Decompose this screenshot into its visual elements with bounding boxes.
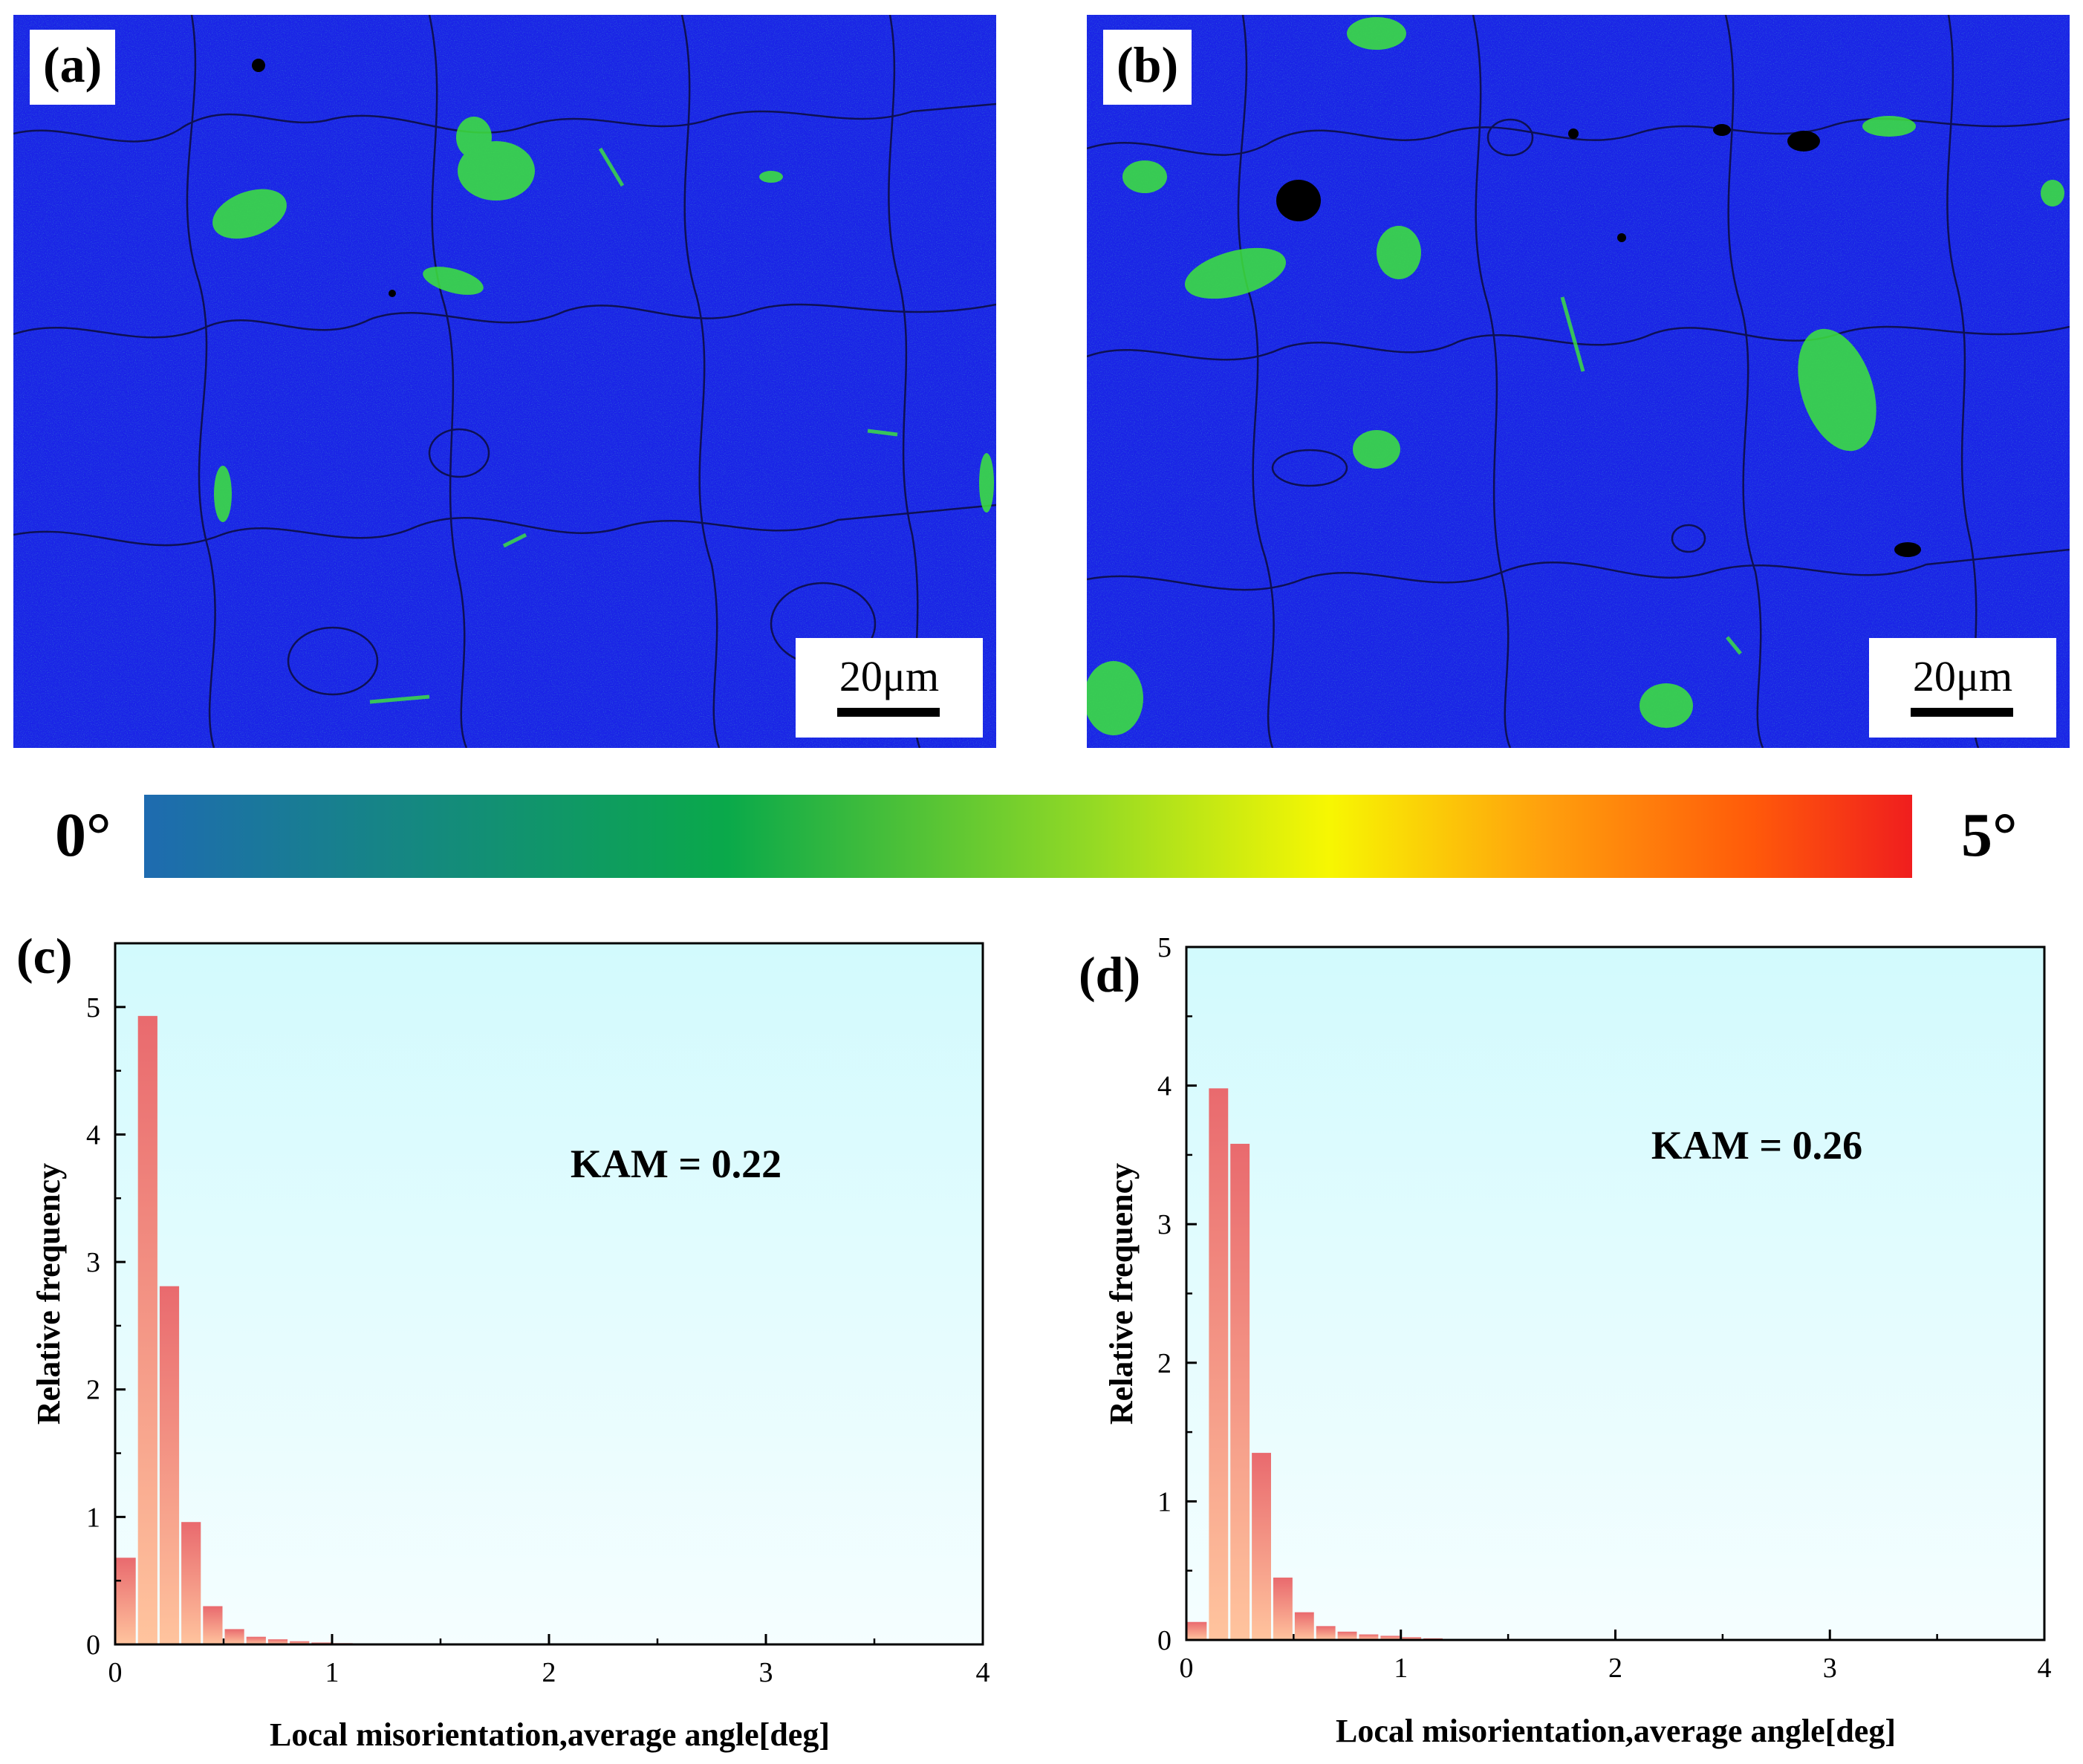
y-tick-label-d-4: 4: [1157, 1071, 1172, 1102]
bar-c-4: [203, 1606, 223, 1644]
y-tick-label-c-5: 5: [86, 992, 100, 1023]
colorbar: [144, 795, 1912, 878]
x-tick-label-d-2: 2: [1608, 1653, 1622, 1684]
y-tick-label-c-0: 0: [86, 1630, 100, 1661]
y-tick-label-d-3: 3: [1157, 1209, 1172, 1240]
scale-bar-box-a: 20μm: [796, 638, 983, 738]
x-tick-label-c-2: 2: [542, 1657, 556, 1688]
bar-d-9: [1380, 1636, 1400, 1640]
panel-label-a: (a): [30, 30, 116, 105]
x-tick-label-c-1: 1: [325, 1657, 339, 1688]
map-a-texture: [13, 15, 996, 748]
y-tick-label-c-3: 3: [86, 1247, 100, 1278]
y-tick-label-d-5: 5: [1157, 932, 1172, 963]
bar-d-3: [1252, 1453, 1271, 1640]
bar-d-8: [1359, 1634, 1379, 1640]
y-tick-label-c-2: 2: [86, 1375, 100, 1406]
x-axis-label-c: Local misorientation,average angle[deg]: [270, 1716, 830, 1753]
scale-bar-a: [837, 708, 940, 717]
bar-c-6: [246, 1636, 266, 1644]
bar-d-4: [1273, 1578, 1293, 1640]
bar-d-2: [1230, 1143, 1250, 1640]
bar-d-6: [1316, 1626, 1336, 1640]
scale-bar-text-b: 20μm: [1912, 652, 2013, 700]
bar-d-0: [1187, 1621, 1207, 1640]
kam-map-a: (a) 20μm: [13, 15, 996, 748]
bar-c-8: [290, 1641, 310, 1644]
bar-d-1: [1209, 1088, 1229, 1640]
panel-label-c: (c): [16, 928, 72, 984]
x-tick-label-d-4: 4: [2038, 1653, 2052, 1684]
bar-d-5: [1294, 1612, 1314, 1640]
scale-bar-b: [1911, 708, 2013, 717]
bar-d-7: [1337, 1631, 1357, 1640]
bar-c-1: [137, 1015, 157, 1644]
bar-c-2: [159, 1286, 180, 1644]
x-tick-label-d-3: 3: [1823, 1653, 1837, 1684]
bar-c-5: [224, 1629, 244, 1644]
x-axis-label-d: Local misorientation,average angle[deg]: [1336, 1713, 1896, 1749]
scale-bar-text-a: 20μm: [839, 652, 940, 700]
y-axis-label-d: Relative frequency: [1103, 1163, 1140, 1425]
bar-c-3: [181, 1522, 201, 1644]
bar-d-10: [1402, 1637, 1422, 1640]
kam-annotation-c: KAM = 0.22: [571, 1142, 781, 1186]
map-b-texture: [1087, 15, 2070, 748]
plot-area-d: [1186, 947, 2044, 1640]
y-tick-label-c-4: 4: [86, 1119, 100, 1150]
kam-map-b: (b) 20μm: [1087, 15, 2070, 748]
colorbar-min-label: 0°: [55, 801, 111, 870]
x-tick-label-c-4: 4: [976, 1657, 990, 1688]
bar-c-0: [116, 1558, 136, 1644]
bar-c-7: [267, 1639, 288, 1644]
kam-annotation-d: KAM = 0.26: [1651, 1123, 1862, 1168]
x-tick-label-c-3: 3: [759, 1657, 773, 1688]
panel-label-b: (b): [1103, 30, 1192, 105]
y-tick-label-c-1: 1: [86, 1502, 100, 1533]
y-tick-label-d-2: 2: [1157, 1348, 1172, 1379]
y-tick-label-d-0: 0: [1157, 1625, 1172, 1656]
y-axis-label-c: Relative frequency: [30, 1163, 67, 1425]
x-tick-label-c-0: 0: [108, 1657, 123, 1688]
colorbar-max-label: 5°: [1961, 801, 2018, 870]
panel-label-d: (d): [1079, 946, 1140, 1003]
plot-area-c: [115, 943, 983, 1644]
x-tick-label-d-0: 0: [1180, 1653, 1194, 1684]
scale-bar-box-b: 20μm: [1869, 638, 2056, 738]
y-tick-label-d-1: 1: [1157, 1486, 1172, 1517]
x-tick-label-d-1: 1: [1394, 1653, 1408, 1684]
